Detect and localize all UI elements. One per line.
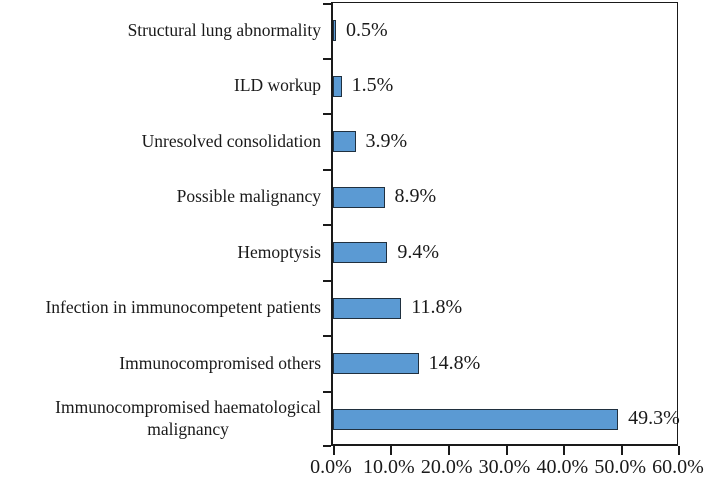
x-axis-tick-label: 20.0%: [420, 456, 473, 478]
x-axis-tick-label: 40.0%: [536, 456, 589, 478]
bar: [333, 75, 342, 97]
category-label-text: Immunocompromised others: [119, 352, 321, 373]
x-axis-tick: [389, 446, 392, 455]
category-label-text: ILD workup: [234, 75, 321, 96]
category-label-text: Unresolved consolidation: [141, 130, 321, 151]
category-label: Infection in immunocompetent patients: [0, 280, 321, 336]
x-axis-tick-label: 60.0%: [652, 456, 704, 478]
bar: [333, 353, 419, 375]
x-axis-tick: [621, 446, 624, 455]
category-label-text: Infection in immunocompetent patients: [45, 297, 321, 318]
bar-value-label: 49.3%: [628, 407, 680, 430]
bar: [333, 131, 356, 153]
category-label-text: Structural lung abnormality: [127, 19, 321, 40]
category-label-text: Possible malignancy: [176, 186, 321, 207]
x-axis-tick: [447, 446, 450, 455]
category-label-text: Hemoptysis: [237, 241, 321, 262]
bar: [333, 20, 336, 42]
bar-value-label: 3.9%: [365, 129, 408, 152]
y-axis-tick: [323, 390, 331, 393]
x-axis-tick-label: 10.0%: [362, 456, 415, 478]
bar-value-label: 9.4%: [397, 240, 440, 263]
x-axis-tick: [678, 446, 680, 455]
x-axis-tick: [333, 446, 335, 455]
y-axis-tick: [323, 57, 331, 60]
x-axis-tick: [505, 446, 508, 455]
bar: [333, 297, 402, 319]
x-axis-tick-labels: 0.0% 10.0% 20.0% 30.0% 40.0% 50.0% 60.0%: [0, 456, 704, 479]
plot-area: 0.5% 1.5% 3.9% 8.9% 9.4% 11.8% 14.8% 49.3%: [323, 2, 680, 455]
y-axis-tick: [323, 279, 331, 282]
x-axis-tick: [563, 446, 566, 455]
x-axis-tick-label: 0.0%: [310, 456, 352, 478]
bar-value-label: 0.5%: [346, 18, 388, 41]
bar-value-label: 14.8%: [428, 351, 481, 374]
category-label: Hemoptysis: [0, 224, 321, 280]
bar: [333, 242, 388, 264]
y-axis-tick: [323, 335, 331, 337]
category-label-text: Immunocompromised haematological maligna…: [55, 397, 321, 440]
y-axis-tick: [323, 445, 331, 447]
x-axis-tick-label: 50.0%: [594, 456, 646, 478]
y-axis-tick: [323, 224, 331, 226]
bar-value-label: 11.8%: [411, 296, 463, 319]
category-label: ILD workup: [0, 58, 321, 114]
y-axis-category-labels: Structural lung abnormality ILD workup Unr…: [0, 2, 321, 446]
y-axis-tick: [323, 3, 331, 5]
bar-value-label: 8.9%: [394, 185, 437, 208]
x-axis-tick-label: 30.0%: [478, 456, 531, 478]
bar: [333, 408, 619, 430]
category-label: Immunocompromised haematological maligna…: [0, 391, 321, 447]
y-axis-tick: [323, 168, 331, 171]
category-label: Structural lung abnormality: [0, 2, 321, 58]
y-axis-tick: [323, 113, 331, 115]
category-label: Possible malignancy: [0, 169, 321, 225]
category-label: Immunocompromised others: [0, 335, 321, 391]
category-label: Unresolved consolidation: [0, 113, 321, 169]
bar: [333, 186, 385, 208]
bar-value-label: 1.5%: [351, 74, 394, 97]
